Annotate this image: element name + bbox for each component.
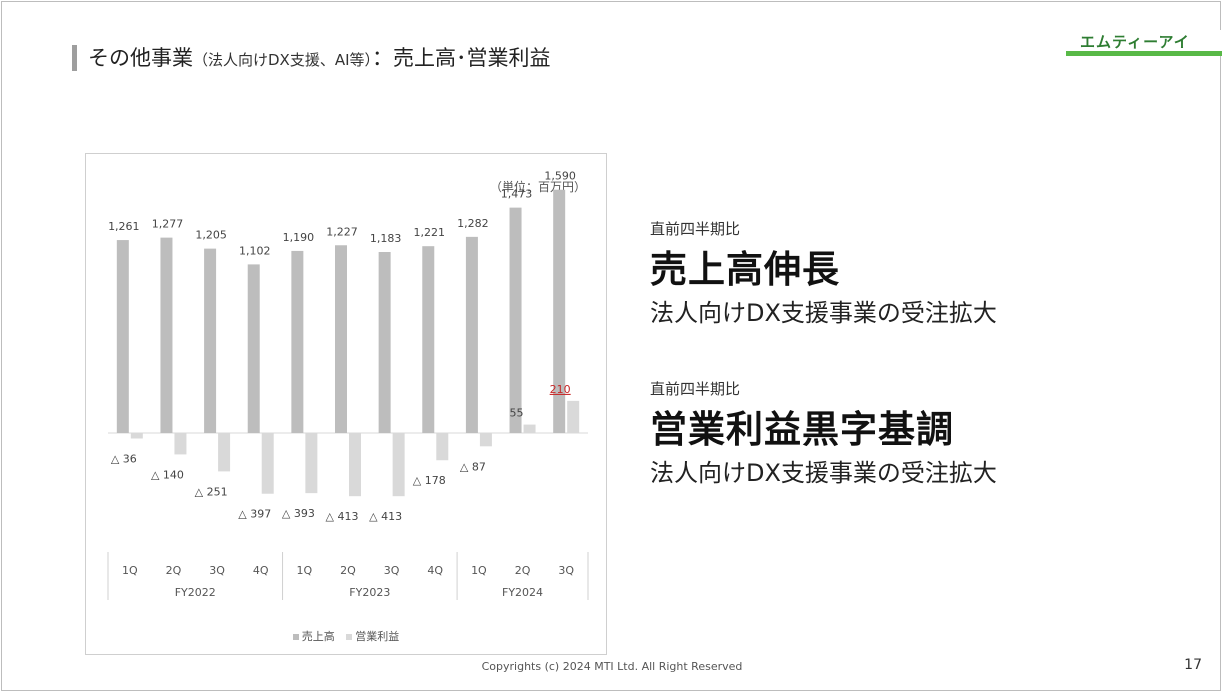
data-label-sales: 1,590 [544,170,576,183]
data-label-sales: 1,205 [195,229,227,242]
headline-profit-trend: 営業利益黒字基調 [650,408,954,451]
bar-sales [465,236,478,433]
headline-sales-growth: 売上高伸長 [650,248,840,291]
data-label-sales: 1,277 [152,218,184,231]
x-tick-label: 4Q [253,564,269,577]
bar-profit [523,424,536,433]
x-tick-label: 3Q [558,564,574,577]
data-label-sales: 1,190 [283,231,315,244]
x-tick-label: 1Q [471,564,487,577]
bar-sales [291,250,304,433]
data-label-profit: △ 413 [326,510,359,523]
x-group-label: FY2024 [502,586,543,599]
x-tick-label: 4Q [427,564,443,577]
bar-sales [247,264,260,433]
data-label-sales: 1,221 [414,226,446,239]
x-tick-label: 3Q [384,564,400,577]
copyright-footer: Copyrights (c) 2024 MTI Ltd. All Right R… [481,660,743,673]
legend-item-sales: 売上高 [292,630,335,643]
legend-label-sales: 売上高 [301,630,335,643]
data-label-profit: △ 87 [460,460,486,473]
bar-profit [436,433,449,461]
x-tick-label: 2Q [515,564,531,577]
bar-profit [479,433,492,447]
bar-sales [553,189,566,433]
bar-profit [218,433,231,472]
page-title: その他事業（法人向けDX支援、AI等）：売上高･営業利益 [88,42,551,72]
data-label-sales: 1,227 [326,225,358,238]
bar-profit [261,433,274,494]
bar-chart: 1,261 △ 36 1Q 1,277 △ 140 2Q 1,205 △ 251 3Q 1,102… [107,170,589,600]
title-suffix: ：売上高･営業利益 [372,46,551,70]
data-label-sales: 1,102 [239,244,271,257]
company-logo-bar [1066,51,1222,56]
data-label-sales: 1,473 [501,188,532,201]
data-label-profit: △ 251 [195,485,228,498]
x-group-label: FY2023 [349,586,390,599]
data-label-sales: 1,183 [370,232,402,245]
company-logo-text: エムティーアイ [1080,33,1190,51]
summary-block-sales: 直前四半期比 売上高伸長 法人向けDX支援事業の受注拡大 [650,218,997,328]
description-profit: 法人向けDX支援事業の受注拡大 [650,459,997,487]
title-accent-bar [72,45,77,71]
bar-sales [116,240,129,433]
bar-sales [160,237,173,433]
x-tick-label: 3Q [209,564,225,577]
bar-profit [130,433,143,439]
data-label-sales: 1,282 [457,217,489,230]
chart-panel: （単位：百万円） 1,261 △ 36 1Q 1,277 △ 140 2Q 1,205 △ 2… [85,153,607,655]
bar-profit [392,433,405,497]
bar-profit [174,433,187,455]
data-label-profit: △ 178 [413,474,446,487]
x-tick-label: 1Q [297,564,313,577]
page-number: 17 [1184,657,1202,673]
data-label-profit: 55 [510,407,524,420]
compare-label: 直前四半期比 [650,380,741,398]
title-sub: （法人向けDX支援、AI等） [193,51,373,69]
legend-swatch-profit [346,634,353,640]
bar-sales [422,246,435,433]
data-label-profit: 210 [550,383,571,396]
data-label-profit: △ 413 [369,510,402,523]
data-label-sales: 1,261 [108,220,139,233]
bar-profit [305,433,318,494]
legend-swatch-sales [292,634,299,640]
bar-profit [567,400,580,433]
data-label-profit: △ 140 [151,468,184,481]
bar-sales [204,248,217,433]
company-logo: エムティーアイ [1066,30,1222,56]
x-tick-label: 1Q [122,564,138,577]
bar-sales [509,207,522,433]
compare-label: 直前四半期比 [650,220,741,238]
data-label-profit: △ 397 [238,508,271,521]
data-label-profit: △ 36 [111,453,137,466]
title-main: その他事業 [88,46,193,70]
x-tick-label: 2Q [166,564,182,577]
bar-sales [335,245,347,433]
x-group-label: FY2022 [175,586,216,599]
chart-legend: 売上高 営業利益 [86,628,606,644]
description-sales: 法人向けDX支援事業の受注拡大 [650,299,997,327]
bar-sales [378,252,391,433]
bar-profit [349,433,361,497]
legend-label-profit: 営業利益 [355,630,400,643]
x-tick-label: 2Q [340,564,356,577]
summary-block-profit: 直前四半期比 営業利益黒字基調 法人向けDX支援事業の受注拡大 [650,378,997,488]
data-label-profit: △ 393 [282,507,315,520]
legend-item-profit: 営業利益 [346,630,399,643]
